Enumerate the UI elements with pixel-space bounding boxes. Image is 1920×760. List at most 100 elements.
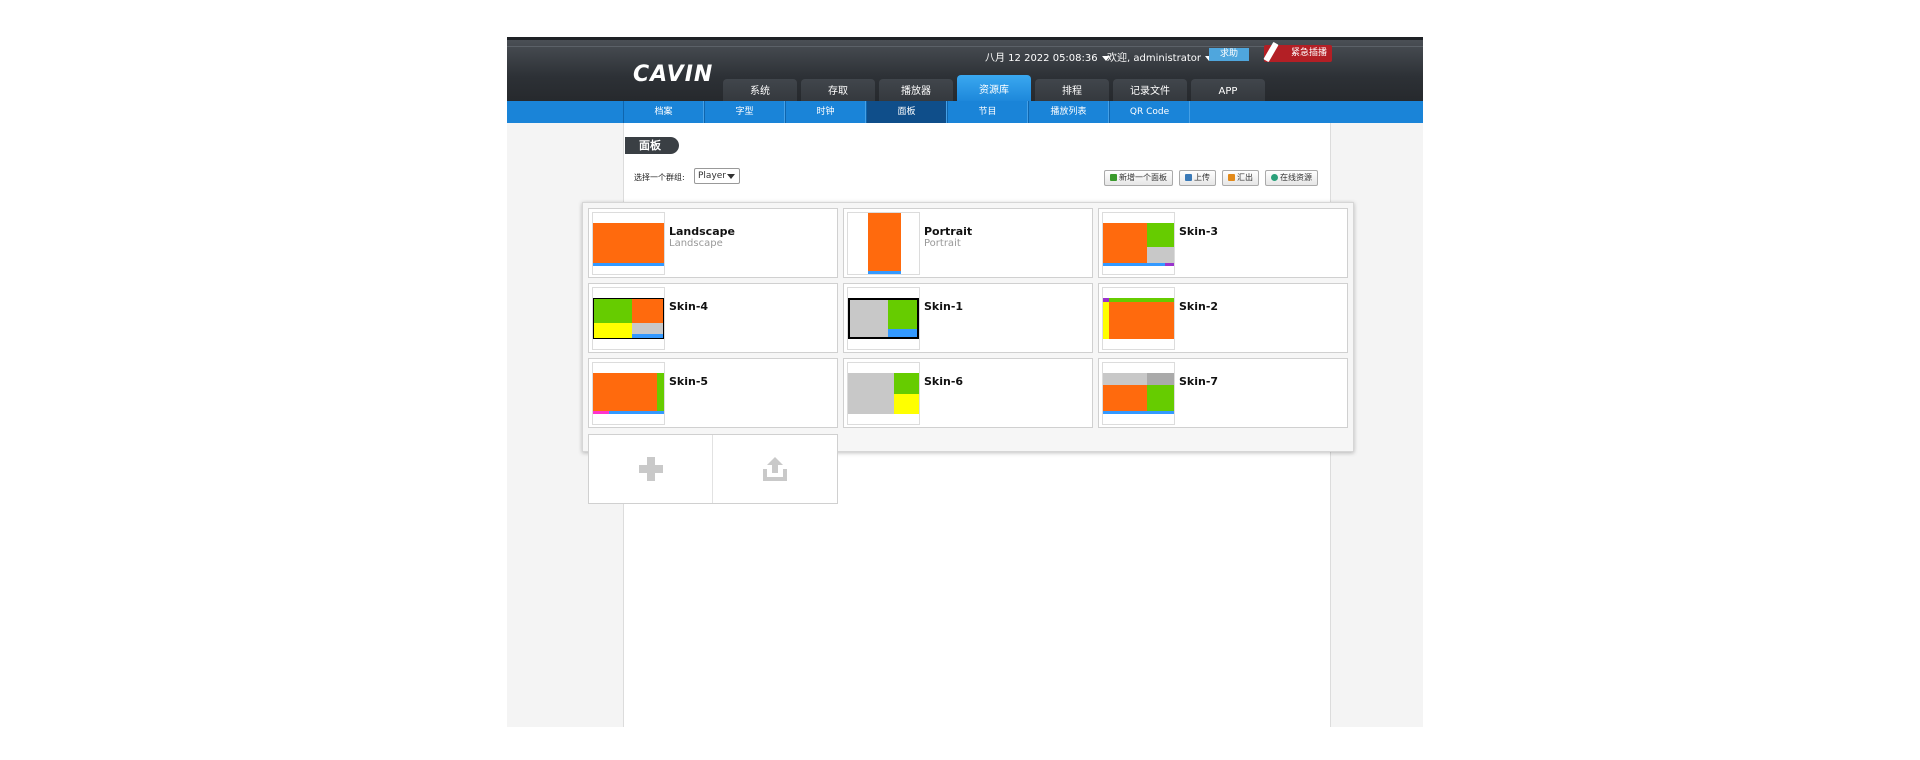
skin-thumbnail (847, 212, 920, 275)
zone-side (1147, 385, 1174, 411)
zone-corner (1103, 298, 1109, 302)
skin-title: Skin-2 (1179, 300, 1219, 313)
datetime-display[interactable]: 八月 12 2022 05:08:36 (985, 49, 1110, 64)
zone-ticker (632, 334, 663, 338)
tab-app[interactable]: APP (1191, 79, 1265, 104)
skin-subtitle: Landscape (669, 238, 723, 249)
export-icon (1228, 174, 1235, 181)
zone-side (888, 300, 917, 329)
zone-d (632, 323, 663, 334)
skin-title: Skin-7 (1179, 375, 1219, 388)
emergency-label: 紧急插播 (1290, 48, 1327, 58)
subnav-playlist[interactable]: 播放列表 (1028, 101, 1109, 123)
zone-clock (1165, 263, 1174, 266)
skin-card-skin-6[interactable]: Skin-6 (843, 358, 1093, 428)
zone-side (894, 373, 919, 394)
skin-grid: Landscape Landscape Portrait Portrait Sk… (582, 202, 1354, 504)
skin-title: Skin-6 (924, 375, 964, 388)
skin-thumbnail (592, 212, 665, 275)
group-select-value: Player (698, 171, 727, 181)
skin-thumbnail (1102, 212, 1175, 275)
zone-ticker (593, 263, 664, 266)
zone-side (1147, 223, 1174, 247)
subnav-clock[interactable]: 时钟 (785, 101, 866, 123)
skin-card-skin-7[interactable]: Skin-7 (1098, 358, 1348, 428)
add-upload-card (588, 434, 838, 504)
skin-thumbnail (1102, 287, 1175, 350)
plus-icon-bar (639, 465, 663, 473)
zone-side-bottom (1147, 247, 1174, 263)
skin-card-skin-1[interactable]: Skin-1 (843, 283, 1093, 353)
skin-thumbnail (592, 287, 665, 350)
online-resources-button[interactable]: 在线资源 (1265, 170, 1318, 186)
zone-side-bottom (894, 394, 919, 414)
welcome-text: 欢迎, administrator (1107, 53, 1201, 64)
user-menu[interactable]: 欢迎, administrator (1107, 49, 1213, 64)
zone-top (1103, 298, 1174, 302)
subnav-files[interactable]: 档案 (623, 101, 704, 123)
upload-label: 上传 (1194, 173, 1210, 182)
export-button[interactable]: 汇出 (1222, 170, 1259, 186)
zone-top-right (1147, 373, 1174, 385)
skin-subtitle: Portrait (924, 238, 961, 249)
zone-side (657, 373, 664, 411)
skin-card-skin-4[interactable]: Skin-4 (588, 283, 838, 353)
upload-icon (1185, 174, 1192, 181)
skin-card-skin-5[interactable]: Skin-5 (588, 358, 838, 428)
datetime-text: 八月 12 2022 05:08:36 (985, 53, 1098, 64)
tab-logs[interactable]: 记录文件 (1113, 79, 1187, 104)
zone-main (1103, 223, 1147, 263)
export-label: 汇出 (1237, 173, 1253, 182)
zone-ticker (888, 329, 917, 337)
group-select[interactable]: Player (694, 168, 740, 184)
header-bar: CAVIN 八月 12 2022 05:08:36 欢迎, administra… (507, 37, 1423, 104)
cavin-logo: CAVIN (633, 62, 714, 87)
skin-card-landscape[interactable]: Landscape Landscape (588, 208, 838, 278)
zone-left (1103, 302, 1109, 339)
subnav-fonts[interactable]: 字型 (704, 101, 785, 123)
zone-main (848, 373, 894, 414)
main-tabs: 系统 存取 播放器 资源库 排程 记录文件 APP (723, 75, 1269, 104)
subnav-programs[interactable]: 节目 (947, 101, 1028, 123)
tab-system[interactable]: 系统 (723, 79, 797, 104)
upload-button[interactable]: 上传 (1179, 170, 1216, 186)
header-divider (507, 46, 1423, 47)
new-skin-button[interactable]: 新增一个面板 (1104, 170, 1173, 186)
add-icon (1110, 174, 1117, 181)
skin-card-portrait[interactable]: Portrait Portrait (843, 208, 1093, 278)
zone-main (1103, 385, 1147, 411)
zone-main (593, 373, 657, 411)
skin-title: Skin-5 (669, 375, 709, 388)
globe-icon (1271, 174, 1278, 181)
upload-skin-tile[interactable] (713, 435, 837, 503)
tab-player[interactable]: 播放器 (879, 79, 953, 104)
emergency-broadcast-button[interactable]: 紧急插播 (1263, 41, 1332, 63)
sub-navigation: 档案 字型 时钟 面板 节目 播放列表 QR Code (507, 101, 1423, 123)
skin-thumbnail (1102, 362, 1175, 425)
tab-access[interactable]: 存取 (801, 79, 875, 104)
skin-thumbnail (847, 287, 920, 350)
zone-top-left (1103, 373, 1147, 385)
zone-ticker (868, 271, 901, 274)
online-resources-label: 在线资源 (1280, 173, 1312, 182)
skin-card-skin-3[interactable]: Skin-3 (1098, 208, 1348, 278)
zone-clock (593, 411, 609, 414)
zone-ticker (609, 411, 664, 414)
group-select-label: 选择一个群组: (634, 173, 685, 182)
skin-thumbnail (847, 362, 920, 425)
skin-card-skin-2[interactable]: Skin-2 (1098, 283, 1348, 353)
tab-schedule[interactable]: 排程 (1035, 79, 1109, 104)
zone-ticker (1103, 411, 1174, 414)
zone-ticker (1103, 263, 1165, 266)
add-skin-tile[interactable] (589, 435, 713, 503)
chevron-down-icon (1101, 55, 1110, 61)
tab-library[interactable]: 资源库 (957, 75, 1031, 104)
skin-thumbnail (592, 362, 665, 425)
subnav-skins[interactable]: 面板 (866, 101, 947, 123)
page-title: 面板 (625, 137, 679, 154)
skin-title: Portrait (924, 225, 973, 238)
zone-a (594, 299, 632, 323)
zone-main (868, 213, 901, 271)
subnav-qrcode[interactable]: QR Code (1109, 101, 1190, 123)
help-button[interactable]: 求助 (1209, 48, 1249, 61)
